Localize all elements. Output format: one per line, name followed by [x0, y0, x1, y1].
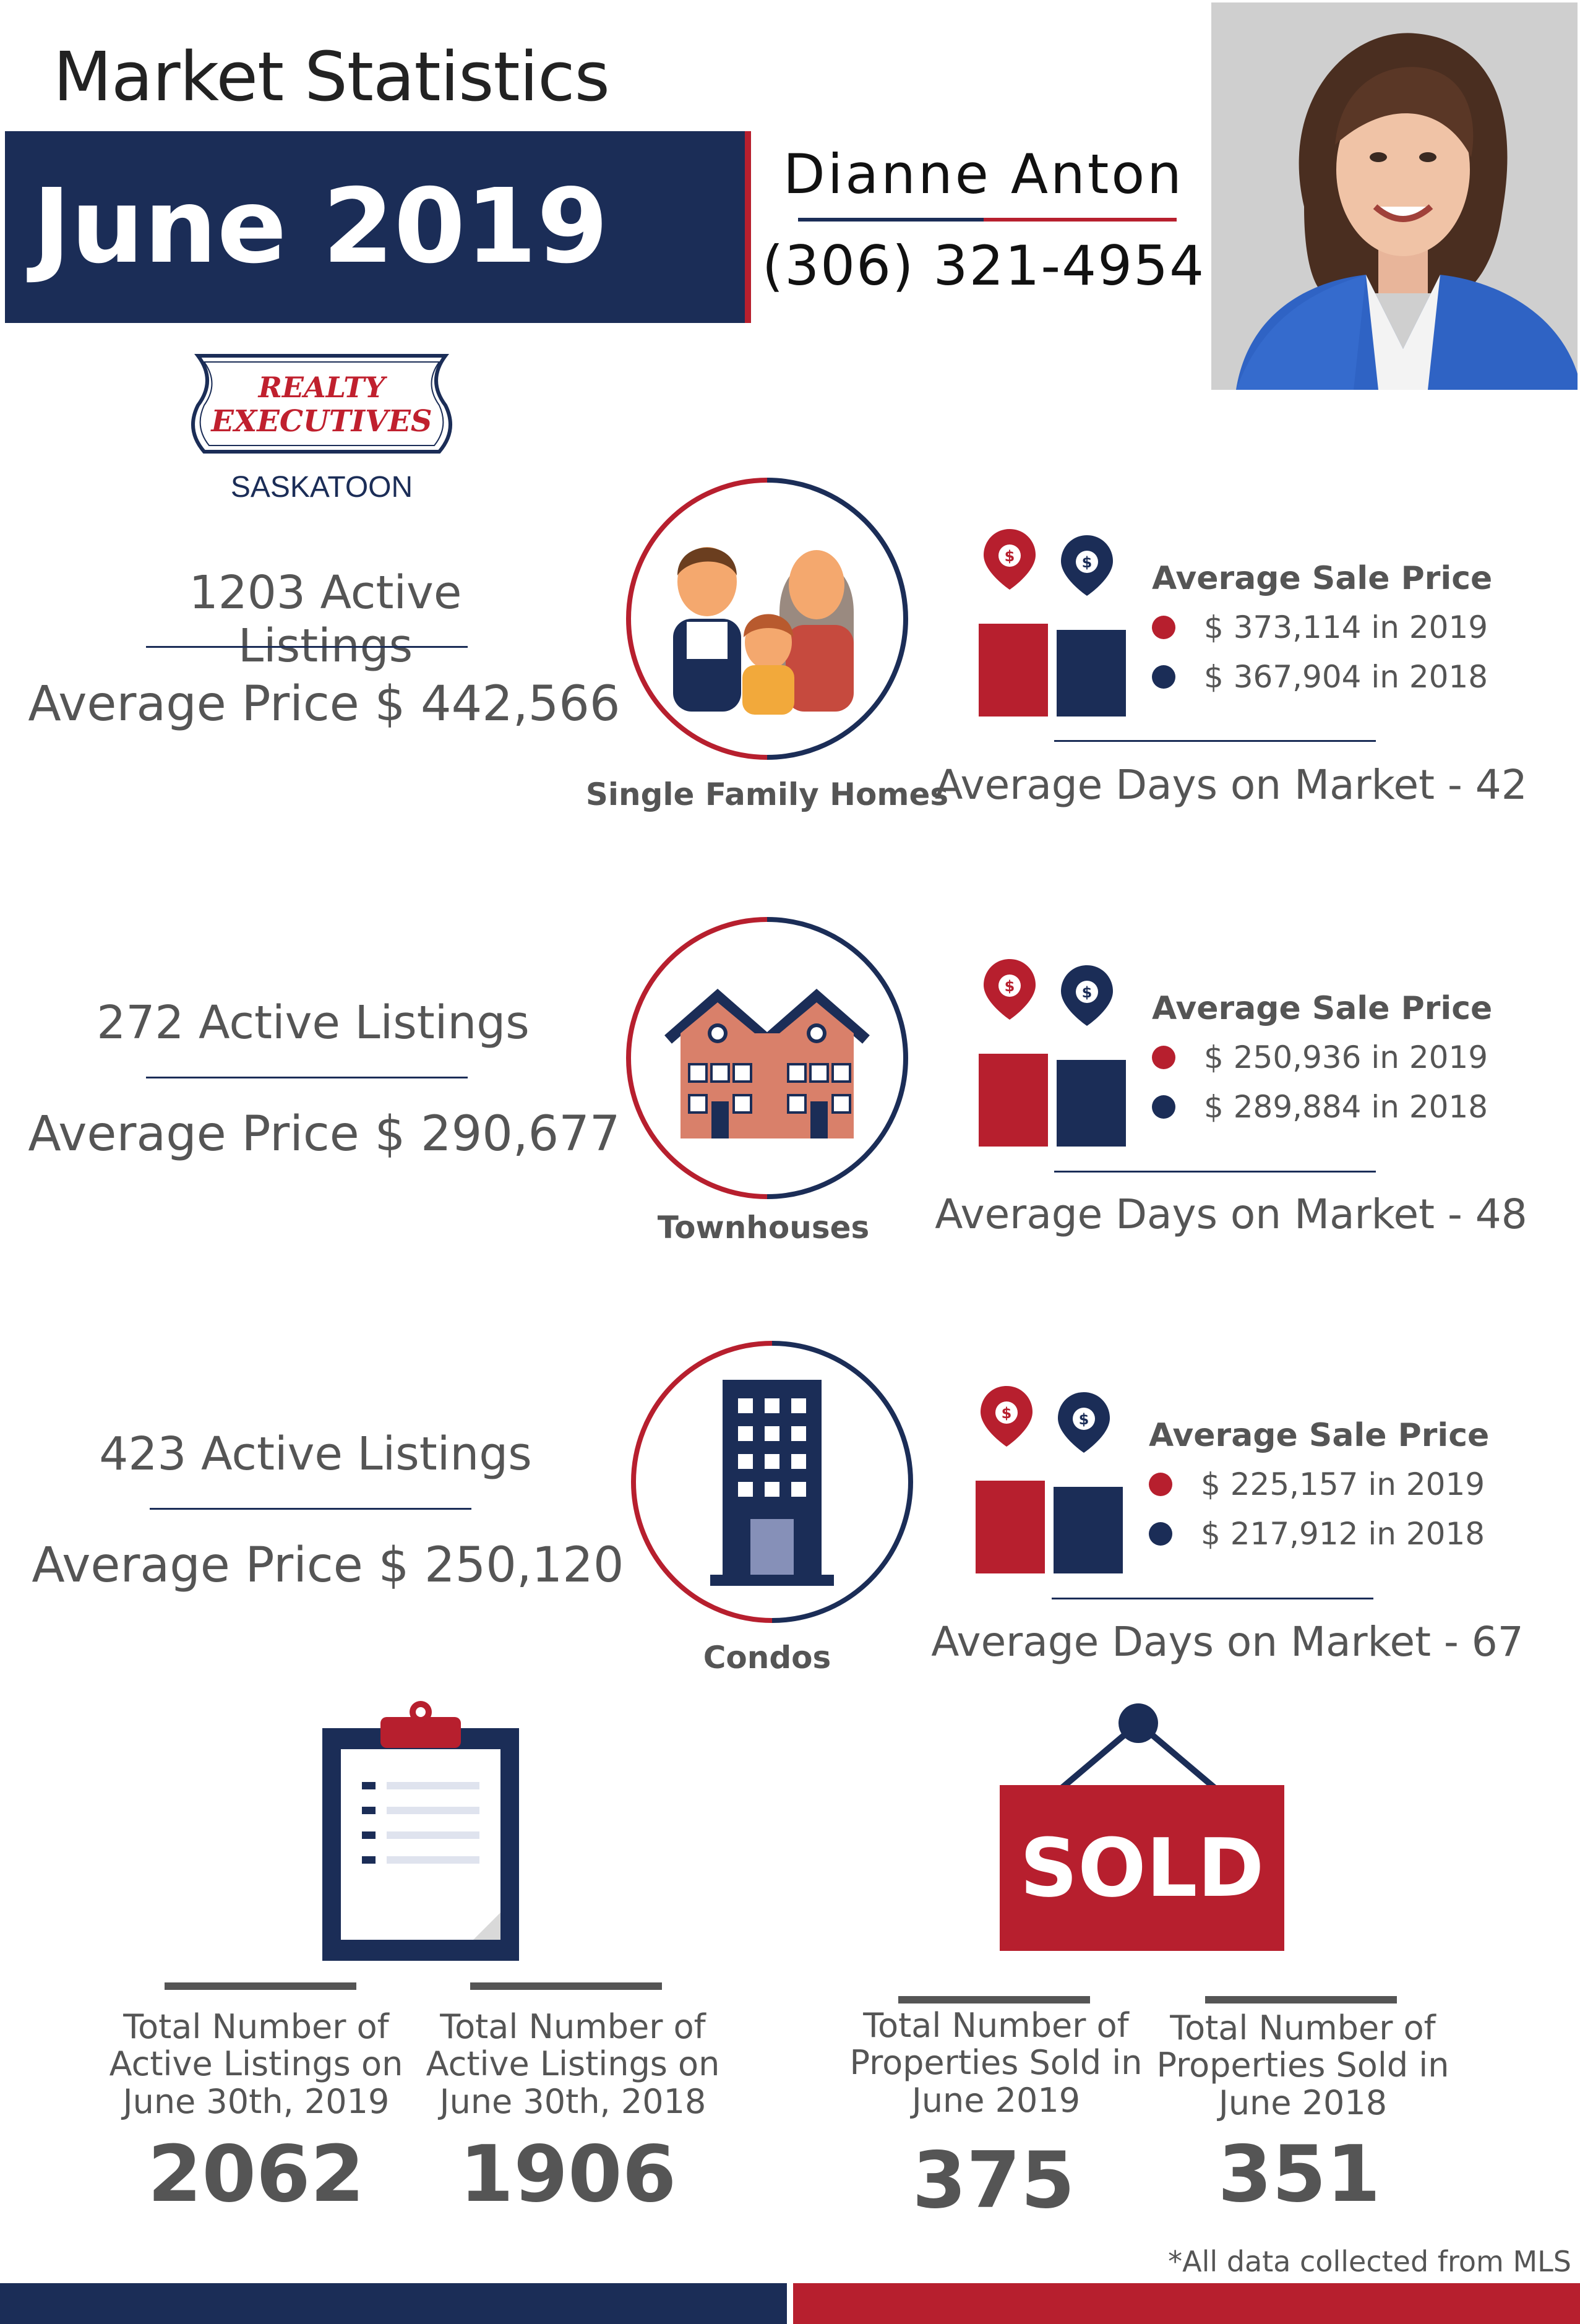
sold-2018-bar: [1205, 1996, 1397, 2003]
single-family-sale-price-2019: $ 373,114 in 2019: [1152, 609, 1488, 645]
single-family-active-listings: 1203 Active Listings: [189, 566, 462, 673]
agent-photo: [1211, 2, 1578, 390]
sale-price-2018-value: $ 217,912 in 2018: [1201, 1516, 1485, 1552]
price-pins-icon: $ $: [976, 1386, 1123, 1573]
condo-divider: [150, 1508, 471, 1510]
sold-2019-bar: [898, 1996, 1090, 2003]
sold-sign-icon: [1000, 1703, 1284, 1951]
family-icon: [626, 478, 908, 760]
legend-dot-2018: [1149, 1521, 1172, 1546]
condo-label: Condos: [703, 1640, 831, 1676]
legend-dot-2018: [1152, 665, 1175, 689]
condo-days-on-market: Average Days on Market - 67: [931, 1618, 1524, 1666]
clipboard-icon: [322, 1701, 519, 1961]
price-pins-icon: $ $: [979, 959, 1126, 1147]
sold-2019-value: 375: [912, 2135, 1075, 2226]
single-family-average-price: Average Price $ 442,566: [28, 676, 620, 732]
single-family-label: Single Family Homes: [585, 777, 949, 812]
agent-divider-navy: [798, 218, 984, 222]
month-banner-accent: [745, 131, 751, 323]
condo-sale-price-2018: $ 217,912 in 2018: [1149, 1516, 1485, 1552]
page-title: Market Statistics: [53, 37, 610, 116]
sale-price-2019-value: $ 373,114 in 2019: [1204, 609, 1488, 645]
active-2019-label: Total Number of Active Listings on June …: [109, 2007, 403, 2121]
sale-price-2018-value: $ 289,884 in 2018: [1204, 1089, 1488, 1125]
sale-price-2019-value: $ 250,936 in 2019: [1204, 1039, 1488, 1075]
svg-text:$: $: [1082, 984, 1093, 1001]
townhouse-days-on-market: Average Days on Market - 48: [935, 1190, 1527, 1238]
agent-name: Dianne Anton: [783, 142, 1184, 206]
townhouse-label: Townhouses: [657, 1210, 870, 1246]
single-family-days-on-market: Average Days on Market - 42: [935, 761, 1527, 809]
active-2018-value: 1906: [459, 2128, 677, 2219]
townhouse-sale-price-2018: $ 289,884 in 2018: [1152, 1089, 1488, 1125]
sale-price-2019-value: $ 225,157 in 2019: [1201, 1466, 1485, 1502]
active-2018-bar: [470, 1982, 662, 1990]
townhouse-dom-divider: [1054, 1171, 1376, 1173]
sold-2018-value: 351: [1217, 2128, 1381, 2219]
legend-dot-2019: [1152, 1045, 1175, 1069]
sale-price-2018-value: $ 367,904 in 2018: [1204, 659, 1488, 695]
condo-average-price: Average Price $ 250,120: [32, 1538, 624, 1593]
svg-text:$: $: [1079, 1411, 1089, 1428]
svg-text:$: $: [1002, 1405, 1012, 1422]
condo-sale-price-title: Average Sale Price: [1149, 1417, 1490, 1454]
single-family-sale-price-2018: $ 367,904 in 2018: [1152, 659, 1488, 695]
agent-divider-red: [984, 218, 1177, 222]
single-family-sale-price-title: Average Sale Price: [1152, 560, 1493, 597]
townhouse-icon: [626, 917, 908, 1199]
townhouse-average-price: Average Price $ 290,677: [28, 1106, 620, 1162]
active-2018-label: Total Number of Active Listings on June …: [426, 2007, 720, 2121]
svg-text:$: $: [1082, 554, 1093, 571]
active-2019-bar: [165, 1982, 356, 1990]
active-2019-value: 2062: [147, 2128, 365, 2219]
logo-line1: REALTY: [257, 371, 388, 404]
svg-text:$: $: [1005, 548, 1015, 565]
data-source-footnote: *All data collected from MLS: [1168, 2245, 1571, 2278]
single-family-divider: [146, 646, 468, 648]
sold-sign-text: SOLD: [1020, 1821, 1264, 1915]
single-family-dom-divider: [1054, 740, 1376, 742]
agent-phone: (306) 321-4954: [762, 234, 1206, 298]
footer-bar-navy: [0, 2283, 787, 2324]
report-month: June 2019: [32, 167, 609, 286]
condo-building-icon: [631, 1341, 913, 1623]
townhouse-sale-price-title: Average Sale Price: [1152, 990, 1493, 1027]
sold-2019-label: Total Number of Properties Sold in June …: [849, 2006, 1143, 2120]
legend-dot-2019: [1149, 1472, 1172, 1496]
legend-dot-2019: [1152, 615, 1175, 639]
svg-text:$: $: [1005, 978, 1015, 995]
price-pins-icon: $ $: [979, 529, 1126, 717]
footer-bar-red: [793, 2283, 1580, 2324]
condo-active-listings: 423 Active Listings: [99, 1427, 532, 1481]
sold-2018-label: Total Number of Properties Sold in June …: [1156, 2008, 1449, 2122]
realty-executives-logo: REALTY EXECUTIVES SASKATOON: [191, 354, 452, 504]
condo-sale-price-2019: $ 225,157 in 2019: [1149, 1466, 1485, 1502]
legend-dot-2018: [1152, 1095, 1175, 1119]
townhouse-active-listings: 272 Active Listings: [97, 996, 530, 1049]
townhouse-divider: [146, 1077, 468, 1078]
logo-line2: EXECUTIVES: [210, 404, 432, 439]
townhouse-sale-price-2019: $ 250,936 in 2019: [1152, 1039, 1488, 1075]
condo-dom-divider: [1052, 1598, 1373, 1599]
month-banner: [5, 131, 745, 323]
logo-city: SASKATOON: [231, 471, 413, 504]
